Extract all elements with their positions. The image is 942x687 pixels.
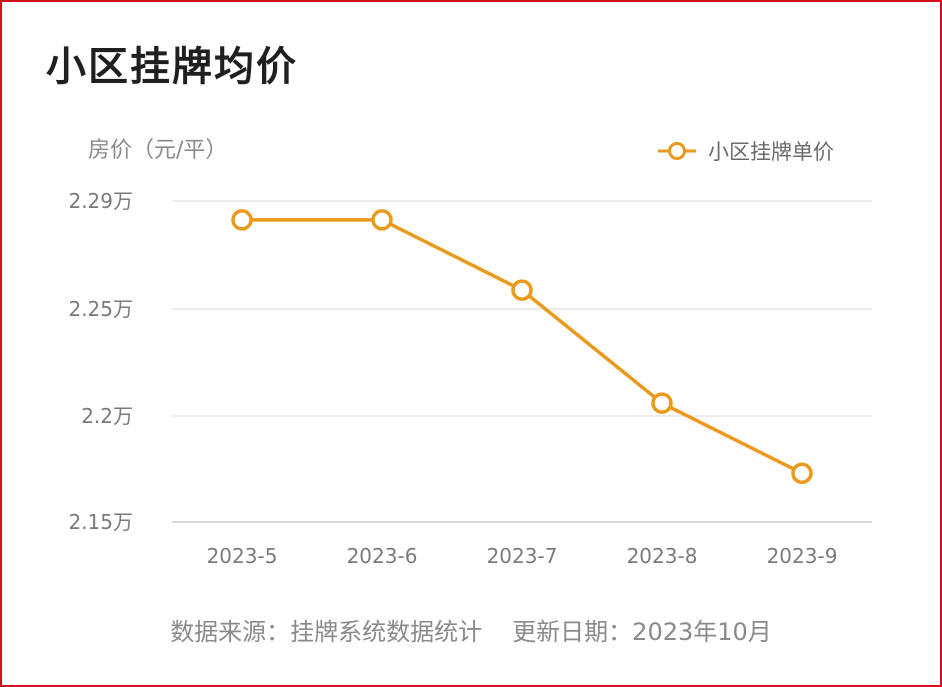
x-tick-label: 2023-5 [207,544,278,568]
legend-line-marker-icon [658,142,696,160]
chart-title: 小区挂牌均价 [46,44,298,90]
data-point [651,392,673,414]
x-tick-label: 2023-6 [347,544,418,568]
data-source-text: 数据来源：挂牌系统数据统计 [170,618,483,646]
y-tick-label: 2.29万 [68,189,133,213]
y-axis-label: 房价（元/平） [88,138,228,163]
y-tick-label: 2.2万 [81,404,133,428]
x-tick-label: 2023-8 [627,544,698,568]
y-tick-label: 2.25万 [68,297,133,321]
legend[interactable]: 小区挂牌单价 [658,136,834,166]
y-tick-label: 2.15万 [68,510,133,534]
update-date-text: 更新日期：2023年10月 [512,618,772,646]
x-tick-label: 2023-7 [487,544,558,568]
legend-label: 小区挂牌单价 [708,140,834,164]
data-point [511,279,533,301]
series-line [240,218,804,475]
data-point [791,462,813,484]
x-tick-label: 2023-9 [767,544,838,568]
data-point [371,209,393,231]
data-point [231,209,253,231]
footer: 数据来源：挂牌系统数据统计 更新日期：2023年10月 [0,612,942,647]
